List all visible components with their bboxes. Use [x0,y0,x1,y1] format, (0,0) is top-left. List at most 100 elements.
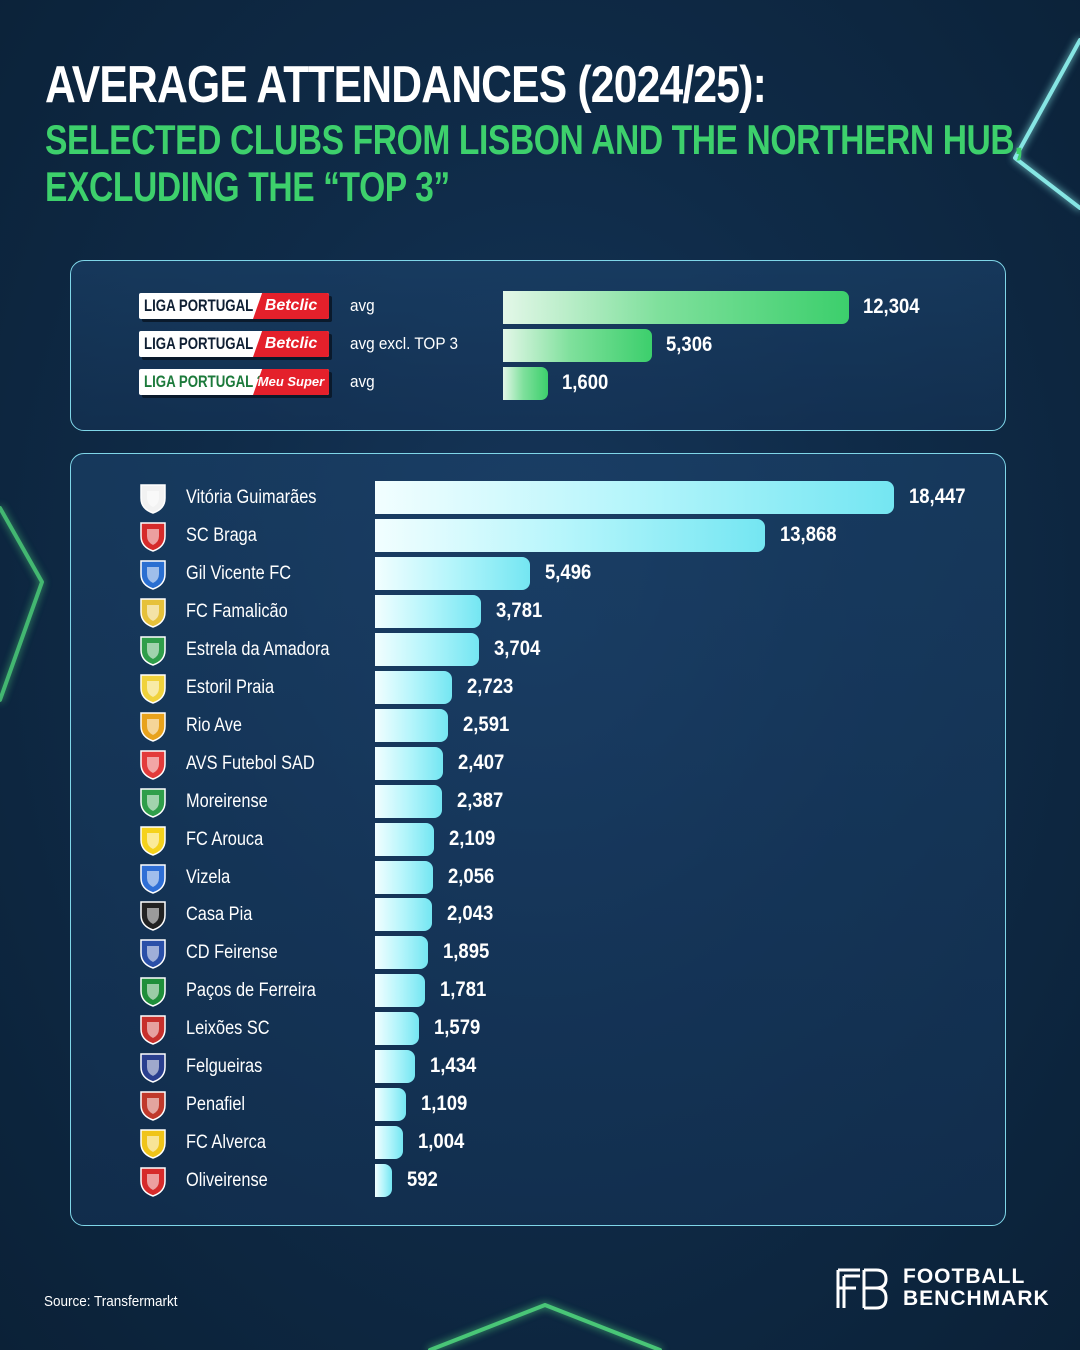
club-bar-value: 2,387 [457,788,504,812]
penafiel-crest-icon [140,1091,166,1121]
page-subtitle: SELECTED CLUBS FROM LISBON AND THE NORTH… [45,116,1024,210]
estrela-amadora-crest-icon [140,636,166,666]
league-bar-value: 5,306 [666,333,713,356]
sc-braga-crest-icon [140,522,166,552]
league-bar [503,291,849,324]
league-row-label: avg [350,372,375,391]
club-row: Felgueiras 1,434 [71,1050,1005,1084]
leixoes-crest-icon [140,1015,166,1046]
brand-line-1: FOOTBALL [903,1265,1026,1288]
club-bar [375,1050,416,1084]
club-name: FC Arouca [186,828,264,850]
club-bar-value: 2,723 [466,674,513,698]
club-row: Vitória Guimarães 18,447 [71,481,1005,515]
estoril-crest-icon [140,674,166,704]
club-name: Paços de Ferreira [186,980,316,1002]
club-bar-value: 2,043 [447,902,494,926]
liga-portugal-betclic-logo: LIGA PORTUGAL Betclic [139,293,329,319]
gil-vicente-crest-icon [140,560,166,590]
league-bar-value: 1,600 [561,371,609,394]
club-name: Vizela [186,866,231,888]
vizela-crest-icon [140,863,166,894]
club-name: Moreirense [186,790,268,812]
club-bar [375,936,429,970]
club-bar [375,1164,392,1198]
club-bar [375,481,894,514]
club-bar [375,1126,404,1160]
club-row: Casa Pia 2,043 [71,898,1005,932]
club-row: Moreirense 2,387 [71,784,1005,819]
club-name: Penafiel [186,1094,246,1116]
league-row: LIGA PORTUGAL 2 Meu Super avg 1,600 [71,367,1005,401]
club-name: Gil Vicente FC [186,562,292,584]
liga-portugal-betclic-logo: LIGA PORTUGAL Betclic [139,331,329,357]
club-bar [375,594,482,628]
club-bar-value: 1,579 [434,1016,481,1040]
club-bar [375,784,443,818]
club-bar [375,518,766,552]
oliveirense-crest-icon [140,1167,166,1197]
club-row: Estrela da Amadora 3,704 [71,632,1005,667]
club-bar-value: 2,591 [462,712,510,736]
alverca-crest-icon [140,1129,166,1159]
club-bar [375,556,530,590]
club-bar-value: 18,447 [909,485,966,508]
brand-line-2: BENCHMARK [903,1287,1050,1310]
club-bar-value: 2,056 [447,864,495,888]
league-row: LIGA PORTUGAL Betclic avg 12,304 [71,291,1005,325]
pacos-ferreira-crest-icon [140,977,166,1008]
club-bar-value: 592 [406,1168,438,1192]
moreirense-crest-icon [140,787,166,818]
club-row: Estoril Praia 2,723 [71,670,1005,705]
club-name: Rio Ave [186,714,243,736]
league-row-label: avg excl. TOP 3 [350,334,459,353]
club-name: Leixões SC [186,1018,270,1040]
club-bar [375,708,448,742]
club-row: AVS Futebol SAD 2,407 [71,746,1005,781]
felgueiras-crest-icon [140,1053,166,1084]
league-bar [503,367,548,400]
club-row: Vizela 2,056 [71,860,1005,895]
club-bar [375,822,435,856]
league-row: LIGA PORTUGAL Betclic avg excl. TOP 3 5,… [71,329,1005,363]
vitoria-guimaraes-crest-icon [140,484,166,514]
feirense-crest-icon [140,939,166,970]
club-bar-value: 13,868 [780,522,837,546]
rio-ave-crest-icon [140,711,166,742]
club-bar-value: 2,109 [449,826,496,850]
club-bar [375,1012,420,1046]
club-bar [375,670,452,704]
club-row: Leixões SC 1,579 [71,1012,1005,1046]
club-bar-value: 1,895 [443,940,490,964]
club-bar-value: 2,407 [457,750,504,774]
club-name: AVS Futebol SAD [186,752,315,774]
club-bar [375,632,480,666]
club-name: Casa Pia [186,904,253,926]
club-name: Vitória Guimarães [186,487,317,508]
subtitle-line-1: SELECTED CLUBS FROM LISBON AND THE NORTH… [45,116,1024,163]
club-bar-value: 3,781 [496,598,543,622]
club-bar [375,974,426,1008]
club-attendance-chart: Vitória Guimarães 18,447 SC Braga 13,868 Gil… [70,453,1006,1226]
club-row: Oliveirense 592 [71,1164,1005,1198]
club-bar-value: 1,109 [421,1092,468,1116]
source-note: Source: Transfermarkt [44,1293,178,1310]
club-bar [375,1088,407,1122]
club-row: FC Alverca 1,004 [71,1126,1005,1160]
club-bar-value: 3,704 [494,636,541,660]
club-bar-value: 1,434 [430,1054,477,1078]
league-average-chart: LIGA PORTUGAL Betclic avg 12,304 LIGA PO… [70,260,1006,431]
famalicao-crest-icon [140,598,166,628]
arouca-crest-icon [140,825,166,856]
club-name: CD Feirense [186,942,278,964]
club-row: SC Braga 13,868 [71,518,1005,553]
club-name: Oliveirense [186,1170,268,1192]
club-row: FC Arouca 2,109 [71,822,1005,857]
league-bar-value: 12,304 [863,295,920,318]
liga-portugal-2-meu-super-logo: LIGA PORTUGAL 2 Meu Super [139,369,329,395]
page-title: AVERAGE ATTENDANCES (2024/25): [45,56,767,114]
club-name: Estoril Praia [186,676,275,698]
brand-name: FOOTBALL BENCHMARK [903,1266,1050,1310]
club-row: Rio Ave 2,591 [71,708,1005,743]
club-row: Penafiel 1,109 [71,1088,1005,1122]
